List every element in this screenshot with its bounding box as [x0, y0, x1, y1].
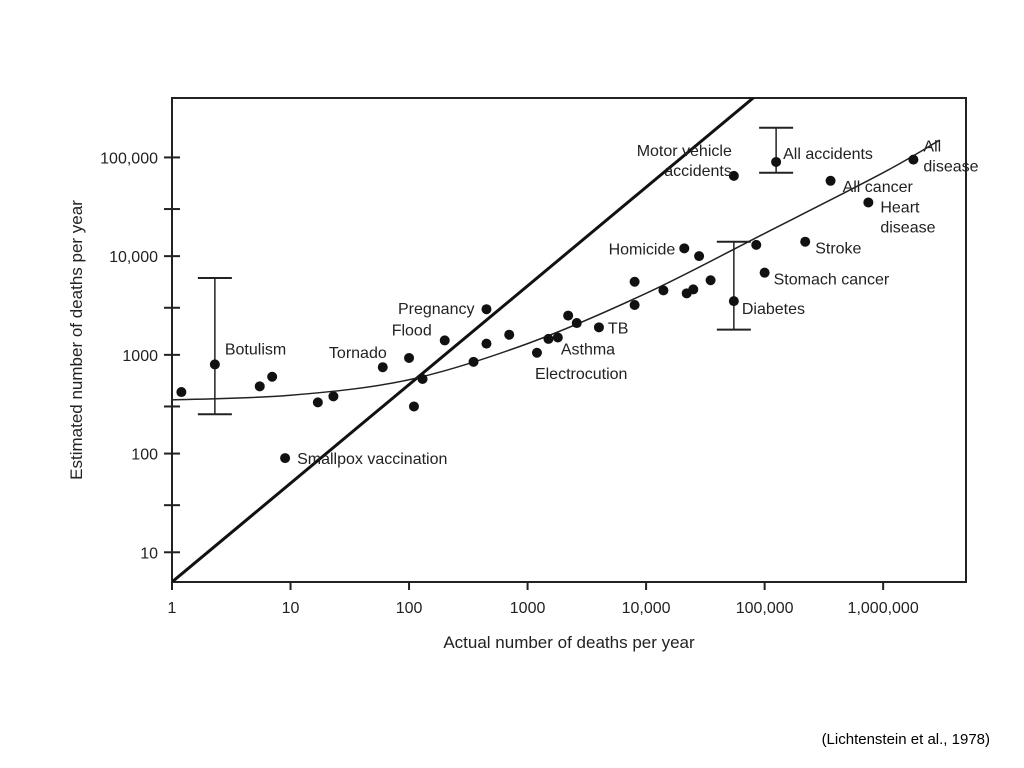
point-label: Smallpox vaccination — [297, 451, 447, 468]
data-point — [543, 333, 554, 344]
data-point — [404, 352, 415, 363]
y-tick-label: 10,000 — [109, 249, 158, 266]
data-point — [863, 197, 874, 208]
y-tick-label: 100 — [131, 447, 158, 464]
data-point — [209, 359, 220, 370]
data-point — [267, 371, 278, 382]
data-point — [629, 299, 640, 310]
data-point — [408, 401, 419, 412]
point-label-line: disease — [880, 219, 935, 236]
data-point — [800, 236, 811, 247]
data-point — [504, 329, 515, 340]
point-label: TB — [608, 320, 628, 337]
y-tick-label: 10 — [140, 545, 158, 562]
point-label-line: All — [923, 139, 941, 156]
point-label: Electrocution — [535, 366, 628, 383]
point-label: All disease — [923, 139, 978, 176]
data-point — [312, 397, 323, 408]
source-caption: (Lichtenstein et al., 1978) — [821, 731, 990, 748]
data-point — [679, 243, 690, 254]
identity-line — [172, 98, 756, 582]
plot-frame — [171, 97, 967, 583]
data-point — [531, 347, 542, 358]
point-label-line: accidents — [664, 163, 732, 180]
data-point — [771, 156, 782, 167]
data-point — [439, 335, 450, 346]
x-tick-label: 100 — [396, 600, 423, 617]
point-label: Asthma — [561, 341, 615, 358]
data-point — [481, 304, 492, 315]
point-label: Heart disease — [880, 199, 935, 236]
point-label-line: disease — [923, 159, 978, 176]
data-point — [328, 391, 339, 402]
point-label: Diabetes — [742, 301, 805, 318]
data-point — [571, 318, 582, 329]
point-label: Pregnancy — [398, 301, 475, 318]
data-point — [552, 332, 563, 343]
data-point — [254, 381, 265, 392]
data-point — [629, 276, 640, 287]
data-point — [481, 338, 492, 349]
point-label-line: Heart — [880, 199, 920, 216]
point-label: Stroke — [815, 241, 861, 258]
data-point — [751, 239, 762, 250]
point-label: Homicide — [609, 241, 676, 258]
x-tick-label: 100,000 — [736, 600, 794, 617]
data-point — [280, 453, 291, 464]
x-tick-label: 10,000 — [622, 600, 671, 617]
data-point — [728, 296, 739, 307]
point-label: Flood — [392, 322, 432, 339]
data-point — [908, 154, 919, 165]
data-point — [417, 373, 428, 384]
point-label: Tornado — [329, 345, 387, 362]
x-axis-title: Actual number of deaths per year — [443, 633, 695, 652]
point-label: Motor vehicle accidents — [637, 143, 732, 180]
data-point — [658, 285, 669, 296]
x-tick-label: 10 — [282, 600, 300, 617]
data-point — [176, 387, 187, 398]
data-point — [728, 170, 739, 181]
data-point — [593, 322, 604, 333]
data-point — [563, 310, 574, 321]
point-label-line: Motor vehicle — [637, 143, 732, 160]
point-label: All accidents — [783, 146, 873, 163]
point-label: All cancer — [843, 179, 914, 196]
x-tick-label: 1000 — [510, 600, 546, 617]
point-label: Botulism — [225, 341, 286, 358]
fit-curve — [172, 139, 941, 401]
data-point — [688, 284, 699, 295]
data-point — [468, 356, 479, 367]
point-label: Stomach cancer — [774, 272, 890, 289]
x-tick-label: 1 — [168, 600, 177, 617]
data-point — [705, 275, 716, 286]
y-tick-label: 1000 — [122, 348, 158, 365]
data-point — [759, 267, 770, 278]
y-axis-title: Estimated number of deaths per year — [67, 200, 86, 480]
x-tick-label: 1,000,000 — [848, 600, 919, 617]
y-tick-label: 100,000 — [100, 150, 158, 167]
data-point — [377, 362, 388, 373]
data-point — [825, 175, 836, 186]
data-point — [694, 251, 705, 262]
